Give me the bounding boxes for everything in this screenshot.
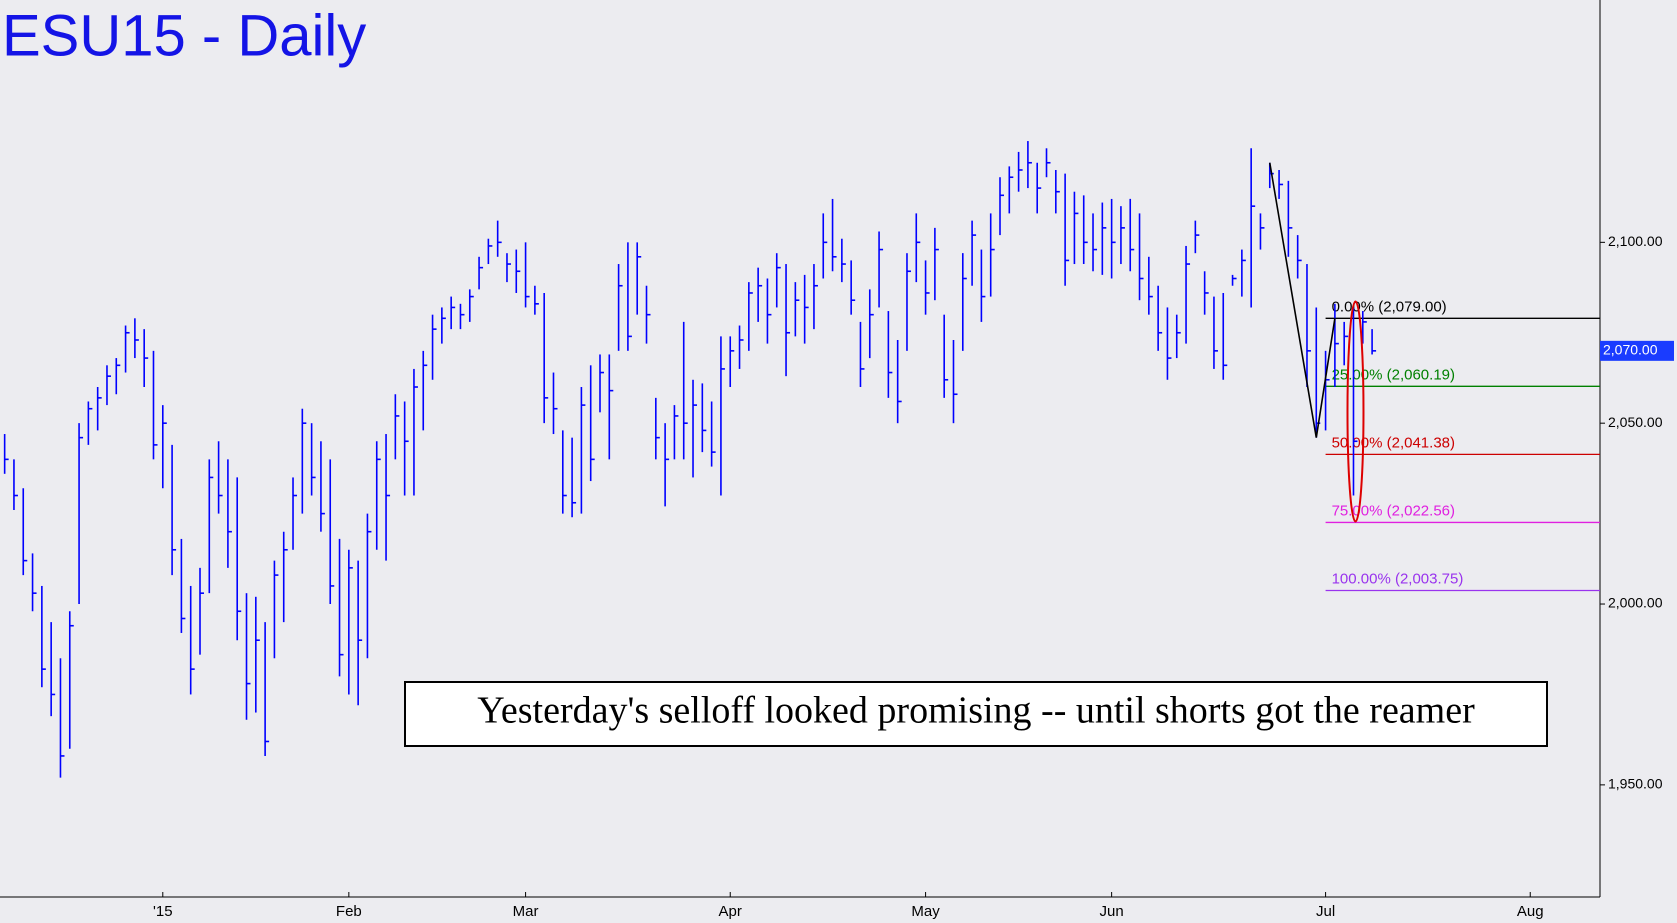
annotation: Yesterday's selloff looked promising -- …	[477, 690, 1475, 732]
x-tick-label: Mar	[513, 903, 539, 920]
y-tick-label: 2,050.00	[1608, 414, 1663, 430]
highlight-ellipse	[1346, 300, 1365, 523]
x-tick-label: Feb	[336, 903, 362, 920]
y-tick-label: 2,000.00	[1608, 595, 1663, 611]
x-tick-label: Apr	[719, 903, 742, 920]
chart-title: ESU15 - Daily	[2, 3, 366, 68]
y-tick-label: 2,100.00	[1608, 233, 1663, 249]
x-tick-label: Jun	[1100, 903, 1124, 920]
fib-label: 100.00% (2,003.75)	[1332, 570, 1464, 587]
x-tick-label: Jul	[1316, 903, 1335, 920]
x-tick-label: Aug	[1517, 903, 1544, 920]
last-price-label: 2,070.00	[1603, 342, 1658, 358]
y-tick-label: 1,950.00	[1608, 776, 1663, 792]
pattern-line	[1268, 162, 1336, 438]
fib-label: 0.00% (2,079.00)	[1332, 298, 1447, 315]
annotation-box	[404, 681, 1548, 747]
plot: 1,950.00 2,000.00 2,050.00 2,100.00 '15 Feb Ma…	[3, 141, 1674, 920]
fib-label: 50.00% (2,041.38)	[1332, 434, 1455, 451]
last-price-box	[1600, 340, 1674, 361]
x-tick-label: '15	[153, 903, 173, 920]
fib-label: 75.00% (2,022.56)	[1332, 502, 1455, 519]
x-tick-label: May	[911, 903, 940, 920]
fib-label: 25.00% (2,060.19)	[1332, 366, 1455, 383]
